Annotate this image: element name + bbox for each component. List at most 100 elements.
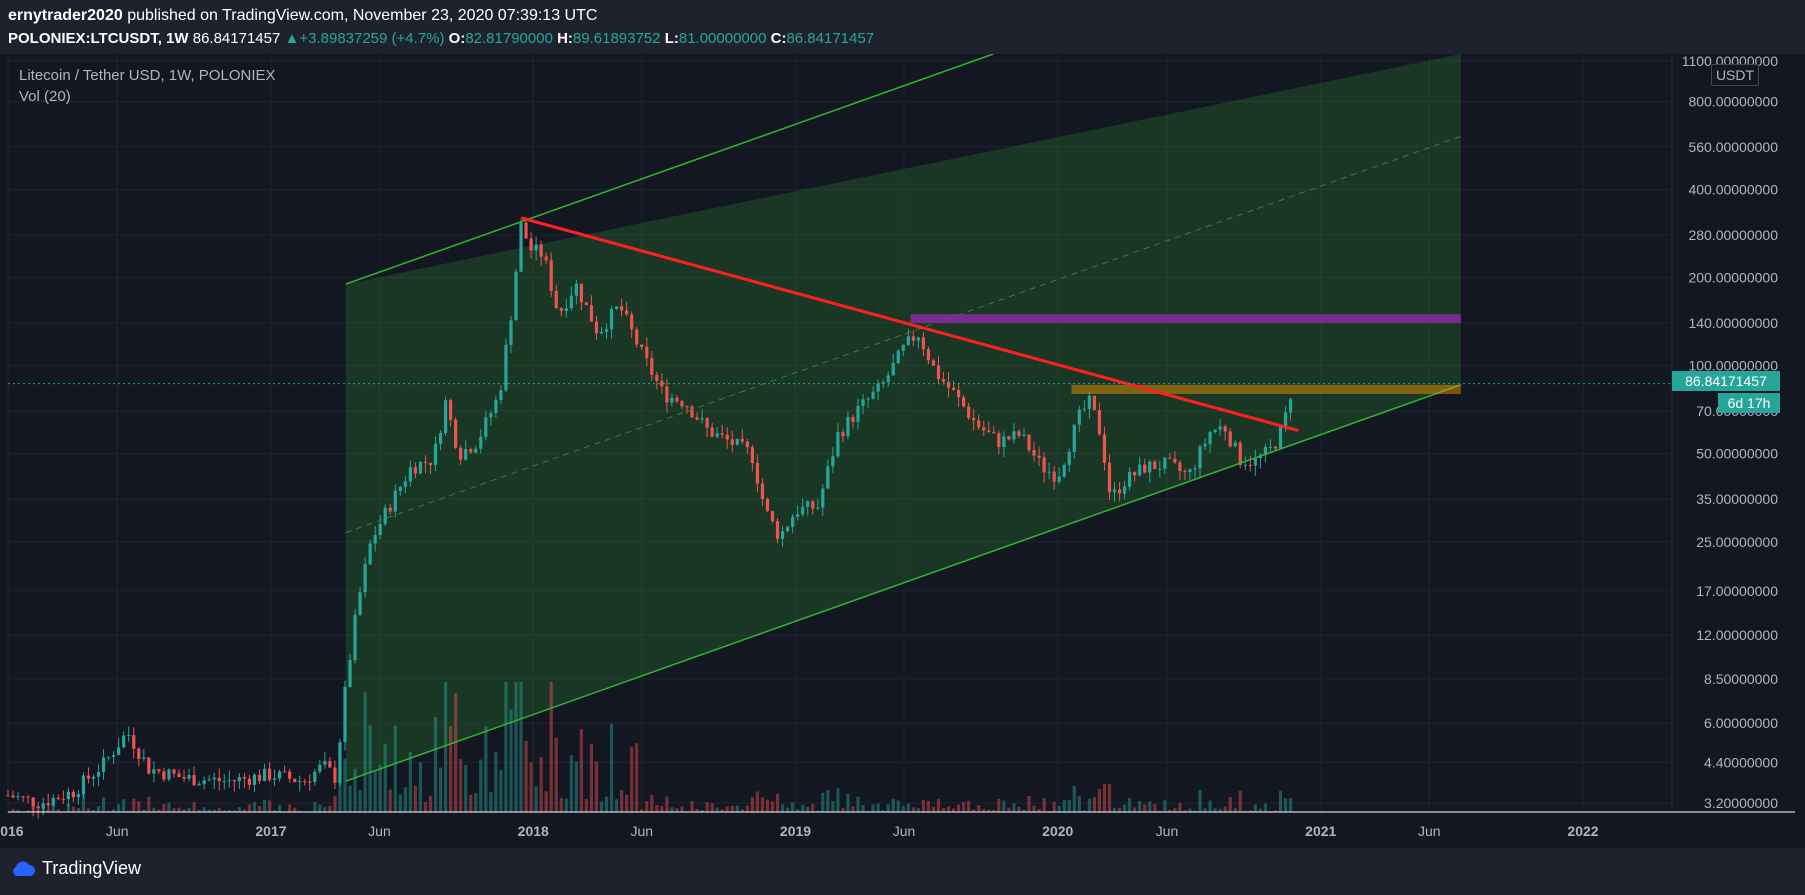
volume-bar xyxy=(26,810,30,812)
candle-body xyxy=(614,306,619,309)
currency-unit-badge[interactable]: USDT xyxy=(1711,64,1759,86)
volume-bar xyxy=(760,797,765,812)
candle-up xyxy=(821,484,825,517)
candle-up xyxy=(464,439,468,461)
candle-up xyxy=(1087,391,1091,419)
volume-bar xyxy=(152,807,156,812)
candle-up xyxy=(494,395,498,418)
candle-body xyxy=(449,400,453,420)
volume-bar xyxy=(1002,800,1006,812)
candle-body xyxy=(705,418,709,428)
candle-body xyxy=(358,592,362,615)
volume-bar xyxy=(670,807,674,812)
candle-body xyxy=(916,337,920,341)
candle-body xyxy=(539,244,543,257)
candle-down xyxy=(1097,402,1102,436)
candle-up xyxy=(1263,443,1268,463)
volume-bar xyxy=(459,759,463,812)
candle-up xyxy=(237,773,241,789)
candle-body xyxy=(484,417,488,437)
candle-body xyxy=(283,771,287,773)
candle-body xyxy=(152,769,156,774)
volume-bar xyxy=(534,786,538,812)
candle-down xyxy=(941,371,946,385)
volume-bar xyxy=(333,796,337,812)
high-label: H: xyxy=(557,30,573,47)
candle-body xyxy=(76,794,81,798)
candle-body xyxy=(1082,408,1086,410)
candle-down xyxy=(423,455,428,474)
candle-up xyxy=(896,348,900,365)
volume-bar xyxy=(393,725,397,812)
candle-down xyxy=(182,769,186,783)
volume-bar xyxy=(217,808,221,812)
candle-body xyxy=(348,660,352,687)
candle-up xyxy=(1243,456,1247,471)
low-value: 81.00000000 xyxy=(678,30,767,47)
volume-bar xyxy=(479,759,483,812)
high-value: 89.61893752 xyxy=(572,30,661,47)
candle-body xyxy=(298,781,302,783)
candle-down xyxy=(695,412,699,421)
candle-up xyxy=(1203,438,1207,451)
volume-bar xyxy=(438,767,443,812)
candle-up xyxy=(1072,424,1076,459)
candle-body xyxy=(1128,471,1132,487)
candle-body xyxy=(232,780,236,782)
volume-bar xyxy=(1122,804,1127,812)
low-label: L: xyxy=(664,30,679,47)
candle-down xyxy=(308,774,312,791)
candle-up xyxy=(363,556,367,598)
series-legend[interactable]: Litecoin / Tether USD, 1W, POLONIEX xyxy=(19,67,276,84)
candle-up xyxy=(408,460,412,487)
volume-bar xyxy=(1057,806,1061,812)
volume-bar xyxy=(614,799,619,812)
candle-up xyxy=(871,386,875,400)
candle-up xyxy=(796,505,800,521)
candle-body xyxy=(272,778,277,780)
volume-bar xyxy=(132,798,136,812)
candle-body xyxy=(715,433,719,437)
volume-bar xyxy=(1188,808,1192,812)
volume-bar xyxy=(177,807,181,812)
volume-bar xyxy=(1042,797,1046,812)
candle-down xyxy=(469,447,473,455)
symbol-label[interactable]: POLONIEX:LTCUSDT, 1W xyxy=(8,30,189,47)
candle-body xyxy=(625,310,629,315)
candle-down xyxy=(645,337,649,367)
price-chart[interactable]: 1100.00000000800.00000000560.00000000400… xyxy=(0,54,1805,848)
y-tick-label: 8.50000000 xyxy=(1704,671,1778,687)
volume-bar xyxy=(358,790,362,812)
candle-body xyxy=(36,806,40,809)
candle-body xyxy=(1002,436,1006,448)
candle-down xyxy=(690,404,694,419)
volume-bar xyxy=(967,800,971,812)
candle-body xyxy=(1057,476,1061,482)
volume-bar xyxy=(1052,801,1056,812)
candle-body xyxy=(293,778,297,783)
candle-up xyxy=(343,680,347,751)
candle-body xyxy=(1208,432,1212,444)
volume-bars xyxy=(6,682,1293,812)
volume-bar xyxy=(524,741,528,812)
y-tick-label: 140.00000000 xyxy=(1688,315,1778,331)
tradingview-logo[interactable]: TradingView xyxy=(10,858,141,879)
candle-down xyxy=(911,330,915,347)
volume-bar xyxy=(559,798,563,812)
close-value: 86.84171457 xyxy=(786,30,875,47)
volume-bar xyxy=(1082,810,1086,812)
volume-bar xyxy=(755,791,760,812)
candle-down xyxy=(1178,459,1182,481)
current-price-label: 86.84171457 xyxy=(1672,371,1780,391)
volume-legend[interactable]: Vol (20) xyxy=(19,88,71,105)
candle-down xyxy=(620,298,624,317)
volume-bar xyxy=(816,810,820,812)
author-name[interactable]: ernytrader2020 xyxy=(8,7,123,24)
candle-down xyxy=(630,311,634,338)
candle-down xyxy=(1052,465,1056,490)
candle-down xyxy=(1042,452,1046,483)
candle-body xyxy=(660,380,664,387)
volume-bar xyxy=(871,804,875,812)
candle-body xyxy=(323,761,327,765)
candle-down xyxy=(730,430,734,453)
